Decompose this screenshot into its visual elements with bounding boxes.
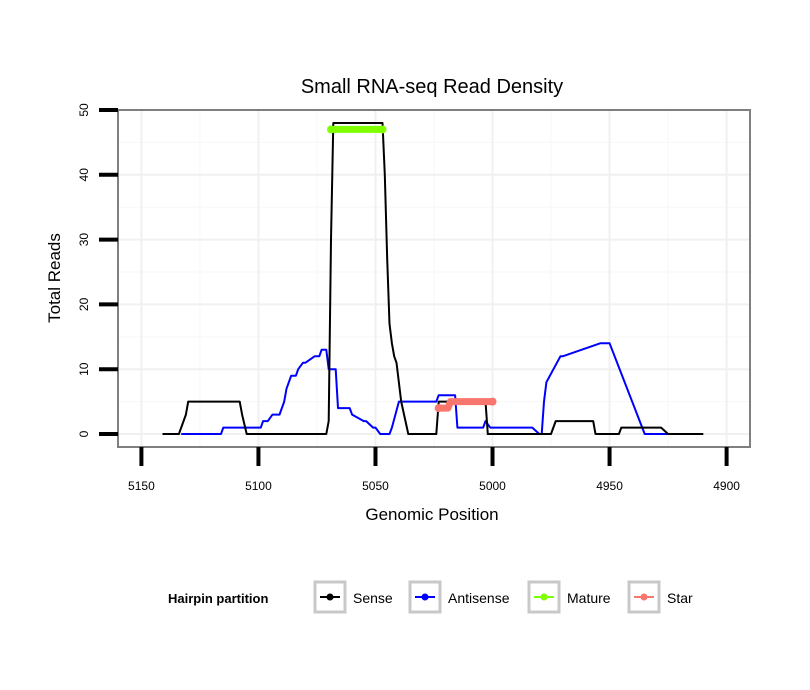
legend-label-mature: Mature — [567, 590, 611, 606]
legend-label-antisense: Antisense — [448, 590, 510, 606]
x-tick-label: 5150 — [128, 479, 155, 493]
legend-label-star: Star — [667, 590, 693, 606]
y-tick-label: 10 — [77, 362, 91, 376]
legend-swatch-antisense-point — [421, 593, 429, 601]
y-tick-label: 0 — [77, 430, 91, 437]
x-tick-label: 5000 — [479, 479, 506, 493]
x-axis-title: Genomic Position — [365, 505, 498, 524]
legend-title: Hairpin partition — [168, 591, 268, 606]
x-tick-label: 5100 — [245, 479, 272, 493]
series-star-point — [488, 397, 497, 406]
y-axis-title: Total Reads — [45, 233, 64, 323]
series-mature-point — [327, 125, 336, 134]
legend-swatch-star-point — [640, 593, 648, 601]
legend-swatch-mature-point — [540, 593, 548, 601]
series-layer — [162, 122, 704, 435]
y-tick-label: 20 — [77, 297, 91, 311]
series-sense-line — [162, 122, 704, 435]
series-star-band — [435, 398, 496, 412]
y-tick-label: 30 — [77, 233, 91, 247]
y-axis: 0 10 20 30 40 50 — [77, 103, 118, 437]
series-mature-point — [378, 125, 387, 134]
plot-border — [117, 109, 751, 448]
legend-label-sense: Sense — [353, 590, 393, 606]
series-star-point — [434, 404, 443, 413]
x-tick-label: 4950 — [596, 479, 623, 493]
x-tick-label: 4900 — [713, 479, 740, 493]
legend-swatch-sense-point — [326, 593, 334, 601]
legend: Hairpin partition Sense Antisense Mature St… — [168, 580, 693, 614]
series-antisense-line — [181, 342, 704, 435]
x-axis: 5150 5100 5050 5000 4950 4900 — [128, 447, 740, 493]
y-tick-label: 40 — [77, 168, 91, 182]
chart-title: Small RNA-seq Read Density — [301, 76, 563, 98]
y-tick-label: 50 — [77, 103, 91, 117]
x-tick-label: 5050 — [362, 479, 389, 493]
